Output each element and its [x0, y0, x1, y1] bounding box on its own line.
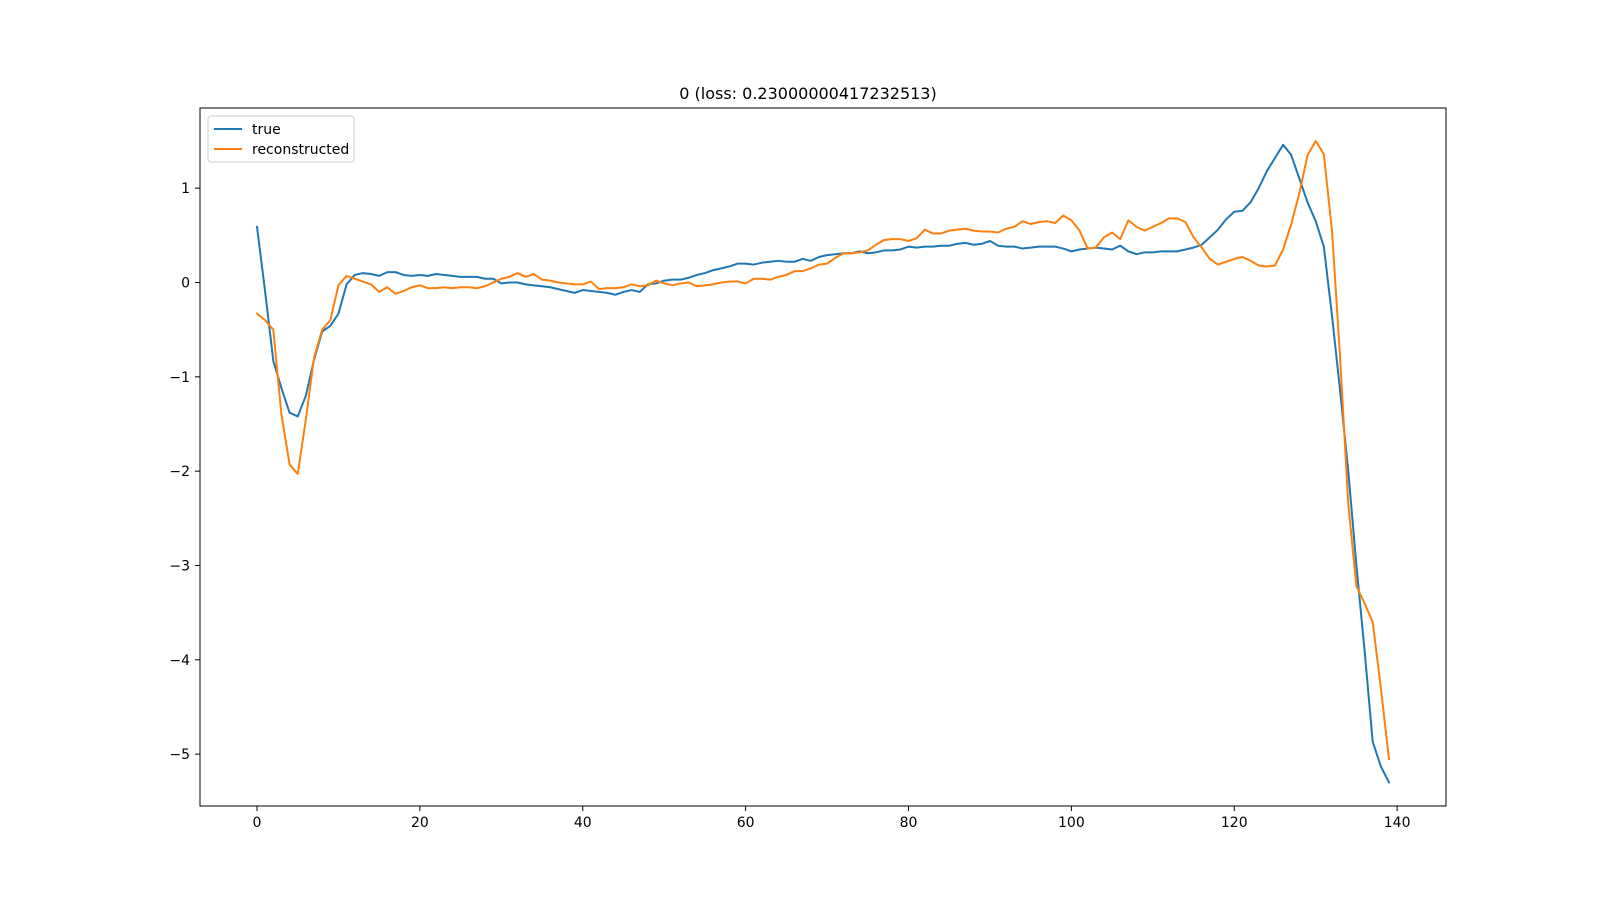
y-tick-label: −1 — [169, 370, 190, 386]
legend-label-reconstructed: reconstructed — [252, 142, 349, 158]
series-layer — [255, 140, 1391, 784]
x-tick-label: 60 — [737, 815, 755, 831]
series-line-reconstructed — [255, 140, 1391, 760]
y-tick-label: 1 — [181, 181, 190, 197]
x-tick-label: 120 — [1221, 815, 1248, 831]
y-tick-label: 0 — [181, 276, 190, 292]
x-tick-label: 40 — [574, 815, 592, 831]
y-tick-label: −2 — [169, 464, 190, 480]
legend: true reconstructed — [207, 115, 355, 163]
x-tick-label: 100 — [1058, 815, 1085, 831]
y-tick-label: −5 — [169, 747, 190, 763]
legend-box — [207, 115, 355, 163]
axis-layer: 0 20 40 60 80 100 120 140 1 0 −1 −2 −3 −4 −5 — [169, 107, 1447, 831]
y-tick-label: −3 — [169, 558, 190, 574]
x-tick-label: 80 — [900, 815, 918, 831]
chart-title: 0 (loss: 0.23000000417232513) — [679, 84, 936, 103]
x-tick-label: 20 — [411, 815, 429, 831]
axes-frame — [199, 107, 1447, 807]
legend-label-true: true — [252, 122, 281, 138]
x-tick-label: 140 — [1384, 815, 1411, 831]
y-tick-label: −4 — [169, 653, 190, 669]
x-tick-label: 0 — [253, 815, 262, 831]
